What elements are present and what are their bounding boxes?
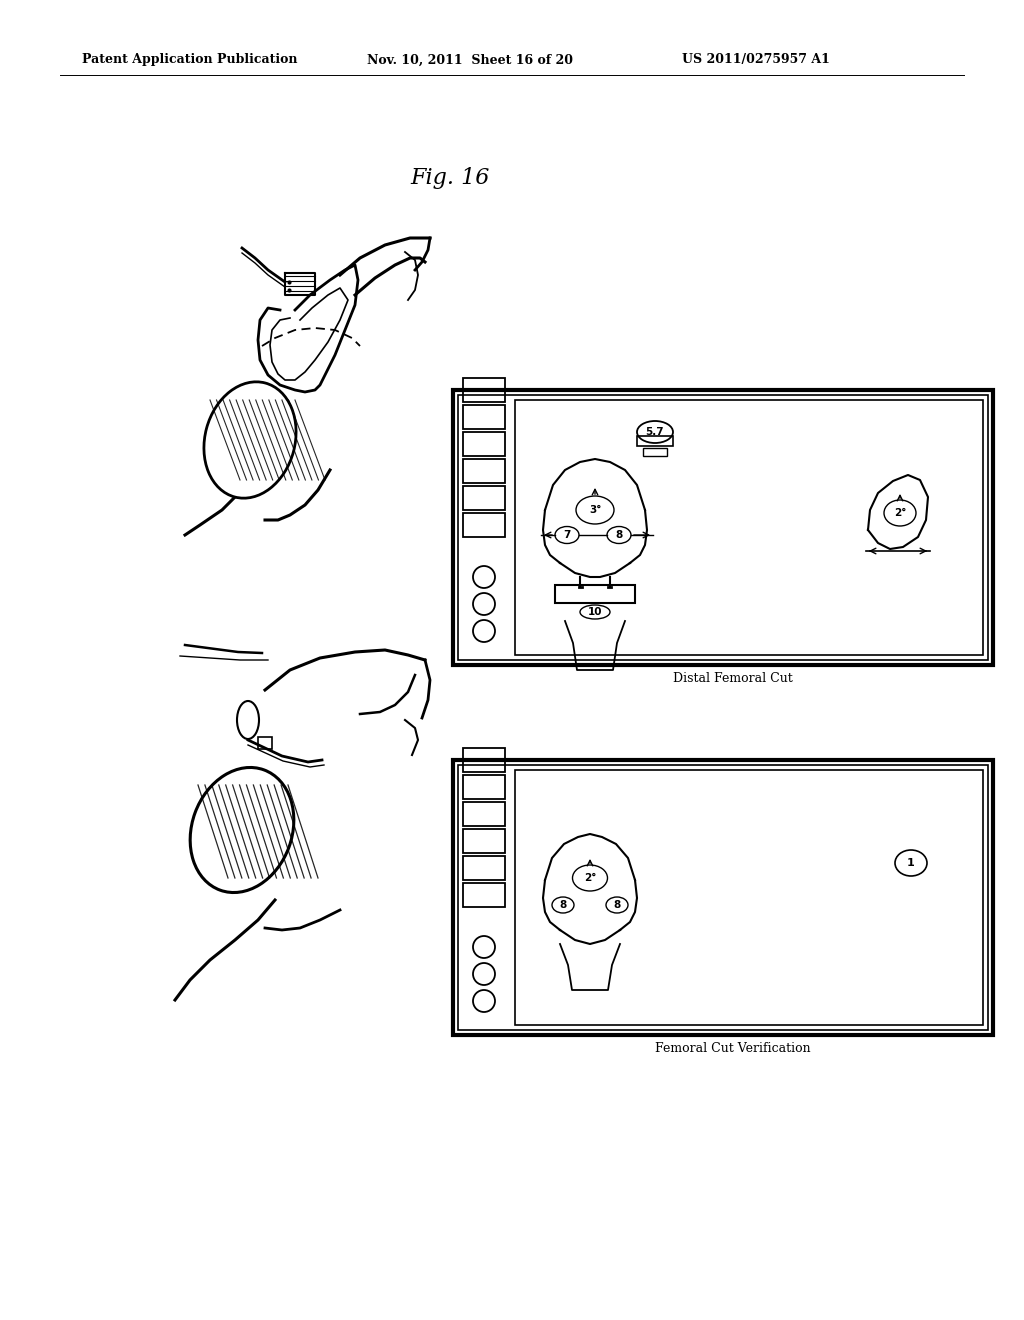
Bar xyxy=(463,486,505,510)
Text: 8: 8 xyxy=(615,531,623,540)
Text: 2°: 2° xyxy=(894,508,906,517)
Bar xyxy=(637,436,673,446)
Text: 3°: 3° xyxy=(590,506,602,515)
Text: 8: 8 xyxy=(613,900,621,909)
Ellipse shape xyxy=(237,701,259,739)
Bar xyxy=(463,775,505,799)
Bar xyxy=(555,585,635,603)
Bar xyxy=(463,829,505,853)
Text: US 2011/0275957 A1: US 2011/0275957 A1 xyxy=(682,54,829,66)
Text: Nov. 10, 2011  Sheet 16 of 20: Nov. 10, 2011 Sheet 16 of 20 xyxy=(367,54,573,66)
Bar xyxy=(463,883,505,907)
Bar xyxy=(643,447,667,455)
Bar xyxy=(453,389,993,665)
Bar xyxy=(463,855,505,880)
Text: Fig. 16: Fig. 16 xyxy=(411,168,489,189)
Bar xyxy=(463,432,505,455)
Bar xyxy=(458,395,988,660)
Bar xyxy=(463,459,505,483)
Text: 10: 10 xyxy=(588,607,602,616)
Bar xyxy=(453,760,993,1035)
Ellipse shape xyxy=(204,381,296,498)
Text: Patent Application Publication: Patent Application Publication xyxy=(82,54,298,66)
Ellipse shape xyxy=(190,767,294,892)
Bar xyxy=(463,405,505,429)
Bar xyxy=(463,513,505,537)
Bar xyxy=(515,400,983,655)
Text: 2°: 2° xyxy=(584,873,596,883)
Bar xyxy=(458,766,988,1030)
Text: Femoral Cut Verification: Femoral Cut Verification xyxy=(655,1043,811,1056)
Text: Distal Femoral Cut: Distal Femoral Cut xyxy=(673,672,793,685)
Bar xyxy=(463,748,505,772)
Text: 5.7: 5.7 xyxy=(646,426,665,437)
Bar xyxy=(463,803,505,826)
Text: 1: 1 xyxy=(907,858,914,869)
Bar xyxy=(463,378,505,403)
Text: 8: 8 xyxy=(559,900,566,909)
Bar xyxy=(258,737,272,748)
Bar xyxy=(515,770,983,1026)
Text: 7: 7 xyxy=(563,531,570,540)
